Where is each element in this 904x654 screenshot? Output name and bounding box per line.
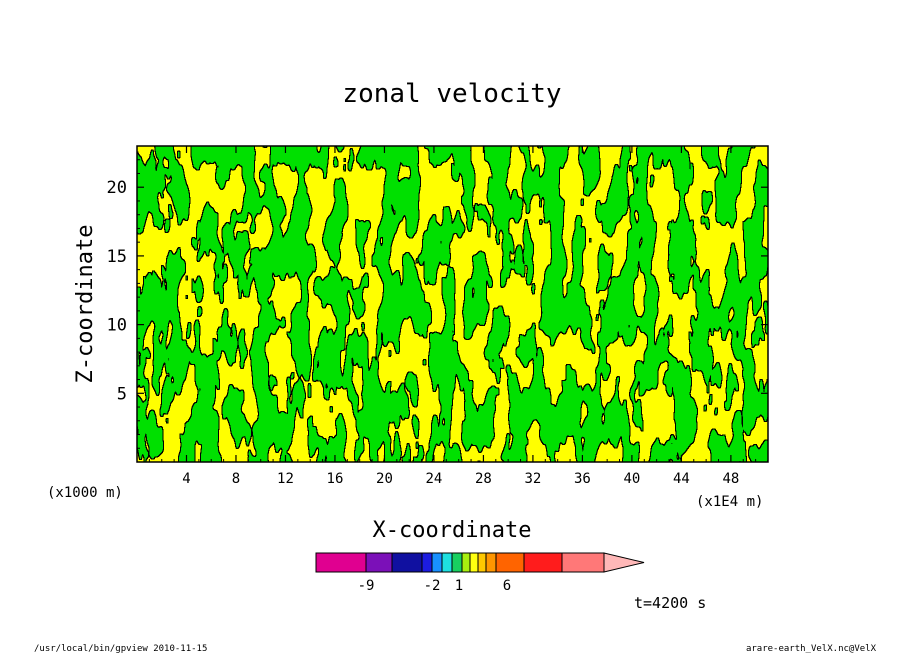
footer-command: /usr/local/bin/gpview 2010-11-15: [34, 644, 207, 654]
y-axis-ticks: 5 10 15 20: [107, 159, 768, 449]
colorbar-bin: [441, 552, 453, 573]
colorbar-bin: [421, 552, 433, 573]
x-tick-label: 40: [623, 471, 640, 487]
colorbar-bin: [391, 552, 423, 573]
colorbar-arrow: [603, 552, 645, 573]
colorbar-bin: [469, 552, 479, 573]
plot-frame: [136, 145, 769, 463]
colorbar-label: -2: [424, 578, 441, 594]
y-axis-unit: (x1000 m): [47, 485, 123, 501]
time-annotation: t=4200 s: [634, 594, 706, 612]
x-tick-label: 28: [475, 471, 492, 487]
colorbar-bin: [365, 552, 393, 573]
negative-region: [137, 146, 768, 462]
colorbar-label: 6: [503, 578, 511, 594]
x-tick-label: 8: [232, 471, 240, 487]
colorbar-bin: [561, 552, 605, 573]
x-tick-label: 44: [673, 471, 690, 487]
footer-file: arare-earth_VelX.nc@VelX: [746, 644, 877, 654]
x-tick-label: 36: [574, 471, 591, 487]
colorbar-labels: -9 -2 1 6: [358, 578, 512, 594]
y-tick-label: 20: [107, 178, 127, 198]
colorbar-bin: [485, 552, 497, 573]
x-axis-label: X-coordinate: [373, 518, 532, 543]
colorbar-bin: [495, 552, 525, 573]
colorbar-label: 1: [455, 578, 463, 594]
x-tick-label: 20: [376, 471, 393, 487]
colorbar-bin: [461, 552, 471, 573]
x-tick-label: 48: [722, 471, 739, 487]
colorbar-bin: [431, 552, 443, 573]
plot-area: [137, 146, 768, 462]
y-axis-label: Z-coordinate: [73, 225, 98, 384]
colorbar-bin: [523, 552, 563, 573]
colorbar-bin: [315, 552, 367, 573]
x-tick-label: 16: [327, 471, 344, 487]
x-tick-label: 24: [426, 471, 443, 487]
colorbar: [315, 552, 645, 573]
y-tick-label: 10: [107, 316, 127, 336]
x-tick-label: 32: [524, 471, 541, 487]
colorbar-label: -9: [358, 578, 375, 594]
x-tick-label: 12: [277, 471, 294, 487]
colorbar-bin: [451, 552, 463, 573]
x-tick-label: 4: [182, 471, 190, 487]
y-tick-label: 15: [107, 247, 127, 267]
chart-title: zonal velocity: [342, 79, 561, 109]
x-axis-ticks: 4 8 12 16 20 24 28 32 36 40 44 48: [148, 146, 757, 487]
x-axis-unit: (x1E4 m): [696, 494, 763, 510]
y-tick-label: 5: [117, 384, 127, 404]
colorbar-bin: [477, 552, 487, 573]
